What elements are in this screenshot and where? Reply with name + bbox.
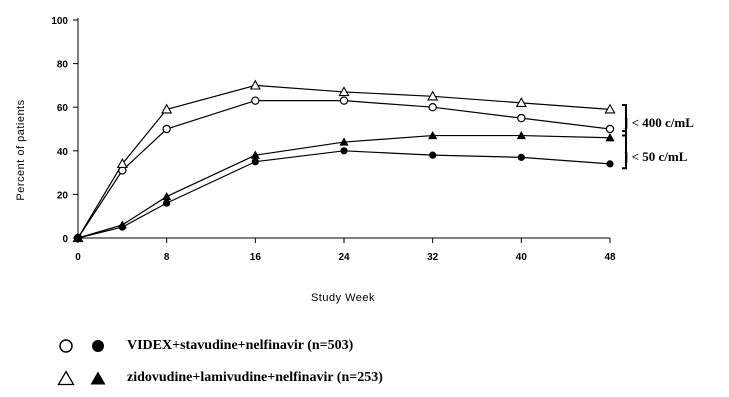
legend-entry-zidovudine: zidovudine+lamivudine+nelfinavir (n=253) [55,365,383,390]
data-point-filled-triangle [250,150,260,159]
y-tick-label: 60 [57,103,69,114]
chart: 0 20 40 60 80 100 0 8 16 24 32 40 48 Percent of pati… [15,16,694,304]
data-point-filled-circle [429,151,437,159]
data-point-filled-triangle [428,130,438,140]
data-point-filled-circle [517,153,525,161]
data-point-filled-triangle [605,133,615,142]
legend-entry-videx: VIDEX+stavudine+nelfinavir (n=503) [55,333,383,358]
data-point-open-triangle [116,158,128,169]
x-tick-label: 32 [427,252,439,263]
series-line-filled-circle [77,150,611,239]
x-axis-title: Study Week [311,292,375,304]
x-tick-label: 16 [250,252,262,263]
data-point-filled-circle [163,199,171,207]
data-point-filled-triangle [339,137,349,146]
legend-label-videx: VIDEX+stavudine+nelfinavir (n=503) [127,337,354,353]
x-tick-label: 0 [75,252,81,263]
data-point-open-circle [517,113,526,123]
data-point-open-circle [605,124,615,134]
data-point-open-triangle [604,103,616,114]
data-point-open-circle [251,96,260,105]
data-point-filled-triangle [162,191,172,201]
bracket-400 [622,104,627,137]
y-tick-label: 80 [57,60,69,71]
y-axis-title: Percent of patients [15,99,27,200]
x-tick-label: 8 [164,252,170,263]
y-tick-label: 100 [51,16,68,27]
bracket-50 [622,130,627,170]
x-tick-label: 40 [516,252,528,263]
data-point-filled-triangle [516,130,526,140]
series-line-open-circle [77,100,611,239]
open-circle-marker-icon [55,336,77,356]
y-tick-label: 20 [57,190,69,201]
annotation-400: ] < 400 c/mL [624,115,694,130]
series-line-filled-triangle [77,134,611,239]
data-point-filled-circle [606,160,614,168]
data-point-filled-circle [251,158,259,166]
data-point-open-triangle [427,90,439,101]
y-tick-label: 40 [57,147,69,158]
axes: 0 20 40 60 80 100 0 8 16 24 32 40 48 [51,16,627,263]
y-tick-label: 0 [62,234,68,245]
data-point-open-circle [428,102,437,112]
data-point-filled-circle [340,147,348,155]
data-point-open-circle [339,96,349,105]
legend: VIDEX+stavudine+nelfinavir (n=503) zidov… [55,333,383,397]
legend-label-zidovudine: zidovudine+lamivudine+nelfinavir (n=253) [127,369,383,385]
data-point-open-triangle [338,86,350,97]
data-point-open-triangle [515,97,527,107]
x-tick-label: 48 [604,252,616,263]
data-point-open-triangle [249,79,261,90]
x-tick-label: 24 [338,252,350,263]
series-layer [72,79,616,243]
filled-circle-marker-icon [87,336,109,356]
data-point-open-triangle [161,103,173,114]
series-line-open-triangle [77,84,611,239]
data-point-open-circle [162,124,171,134]
data-point-filled-triangle [73,233,83,242]
filled-triangle-marker-icon [87,368,109,388]
open-triangle-marker-icon [55,368,77,388]
data-point-filled-triangle [117,220,127,229]
annotation-50: ] < 50 c/mL [624,149,688,164]
